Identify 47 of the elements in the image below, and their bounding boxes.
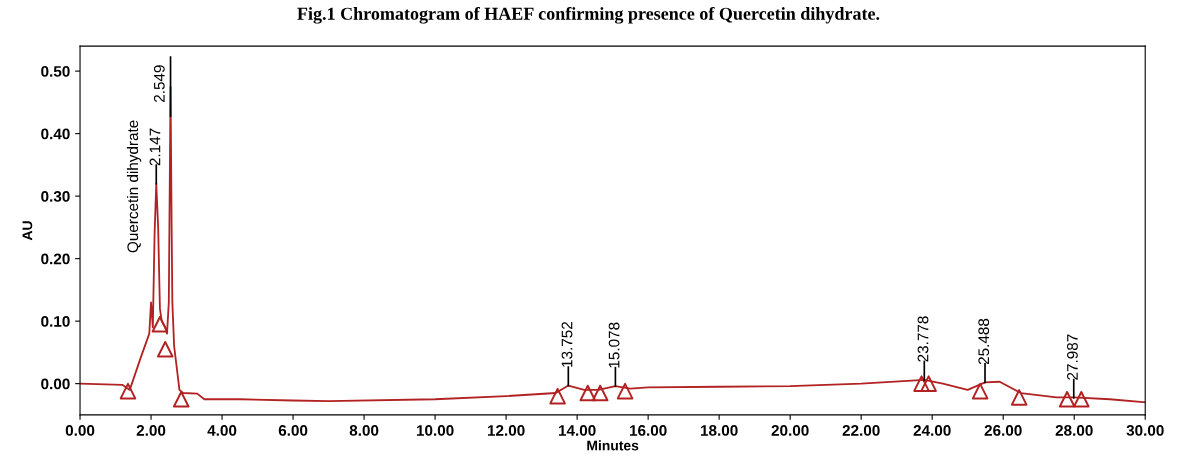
y-tick-label: 0.20: [41, 253, 70, 265]
point: [1073, 391, 1090, 408]
chart-title: Fig.1 Chromatogram of HAEF confirming presence of Quercetin dihydrate.: [297, 6, 880, 24]
y-tick-label: 0.30: [41, 190, 70, 202]
y-tick-label: 0.00: [41, 378, 70, 390]
x-tick-label: 20.00: [771, 425, 809, 436]
y-tick-label: 0.10: [41, 316, 70, 327]
point: [616, 382, 634, 400]
x-tick-label: 26.00: [984, 425, 1022, 436]
point: [119, 382, 137, 400]
point: [151, 316, 169, 333]
x-tick-label: 12.00: [487, 425, 525, 436]
x-tick-label: 18.00: [701, 425, 738, 436]
point: [1010, 389, 1028, 406]
point: [971, 382, 989, 400]
x-tick-label: 10.00: [416, 425, 454, 436]
annotation: 25.488: [978, 318, 990, 365]
annotation: 23.778: [917, 316, 929, 362]
y-tick-label: 0.40: [41, 128, 70, 140]
x-tick-label: 28.00: [1055, 425, 1093, 436]
x-axis-title: Minutes: [587, 440, 639, 451]
x-tick-label: 16.00: [629, 425, 667, 436]
y-axis-title: AU: [22, 221, 33, 241]
x-tick-label: 4.00: [207, 425, 237, 436]
x-tick-label: 2.00: [136, 425, 166, 436]
point: [549, 387, 566, 405]
point: [591, 384, 609, 402]
x-tick-label: 6.00: [278, 425, 308, 436]
annotation: 27.987: [1067, 334, 1078, 380]
annotation: Quercetin dihydrate: [126, 120, 142, 253]
annotation: 2.549: [153, 65, 165, 102]
x-tick-label: 30.00: [1126, 425, 1164, 436]
point: [157, 341, 174, 358]
point: [172, 391, 190, 408]
annotation: 15.078: [608, 322, 620, 368]
x-tick-label: 22.00: [842, 425, 880, 436]
x-tick-label: 24.00: [913, 425, 951, 436]
point: [1058, 391, 1076, 408]
point: [913, 375, 930, 392]
y-tick-label: 0.50: [41, 65, 70, 77]
x-tick-label: 14.00: [558, 425, 596, 436]
x-tick-label: 8.00: [349, 425, 379, 436]
point: [920, 375, 937, 392]
annotation: 13.752: [561, 322, 573, 367]
x-tick-label: 0.00: [65, 425, 95, 436]
annotation: 2.147: [149, 128, 161, 166]
point: [579, 384, 597, 402]
